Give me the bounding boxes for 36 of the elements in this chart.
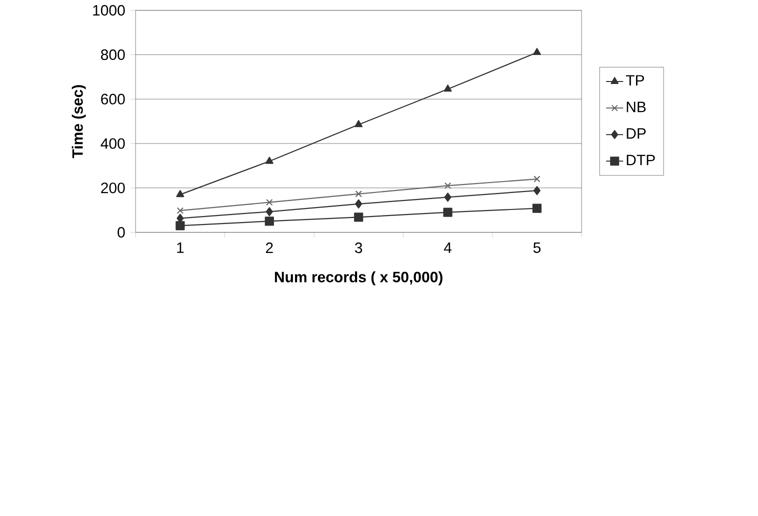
point	[354, 212, 364, 222]
y-tick-label: 400	[100, 138, 125, 149]
y-tick-label: 0	[118, 226, 125, 238]
y-tick-label: 200	[101, 182, 125, 193]
legend-label: DTP	[626, 154, 655, 165]
point	[265, 156, 274, 164]
x-tick-label: 5	[533, 242, 541, 253]
legend-label: DP	[626, 128, 646, 138]
legend-label: TP	[626, 74, 644, 86]
x-axis-title: Num records ( x 50,000)	[274, 271, 442, 286]
x-tick-label: 4	[444, 242, 452, 253]
point	[176, 206, 184, 214]
x-tick-label: 1	[177, 242, 184, 253]
point	[176, 220, 185, 230]
y-tick-label: 600	[101, 94, 125, 104]
point	[354, 120, 363, 127]
x-tick-label: 2	[266, 242, 273, 253]
point	[532, 204, 542, 213]
point	[443, 208, 452, 217]
point	[534, 175, 540, 182]
legend-label: NB	[626, 102, 646, 112]
y-tick-label: 1000	[93, 4, 125, 16]
point	[355, 190, 362, 198]
point	[532, 48, 542, 55]
point	[266, 206, 273, 216]
y-axis-title: Time (sec)	[72, 84, 86, 158]
point	[444, 182, 452, 189]
x-tick-label: 3	[354, 242, 362, 253]
point	[266, 198, 273, 206]
point	[176, 190, 184, 197]
y-tick-label: 800	[101, 49, 125, 60]
point	[264, 216, 274, 226]
point	[355, 199, 362, 208]
point	[444, 192, 452, 202]
point	[533, 186, 541, 195]
point	[444, 84, 452, 92]
